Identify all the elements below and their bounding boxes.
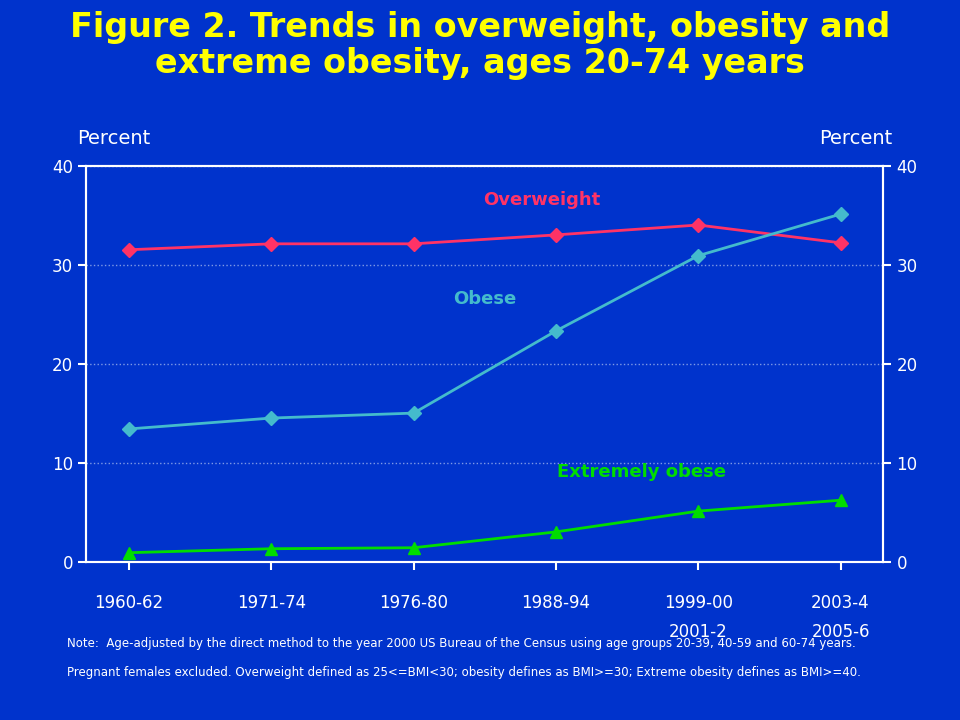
Text: 2003-4: 2003-4 [811,594,870,612]
Text: 1988-94: 1988-94 [521,594,590,612]
Text: 1976-80: 1976-80 [379,594,448,612]
Text: Overweight: Overweight [483,192,600,210]
Text: extreme obesity, ages 20-74 years: extreme obesity, ages 20-74 years [156,47,804,80]
Text: 1999-00: 1999-00 [663,594,732,612]
Text: Note:  Age-adjusted by the direct method to the year 2000 US Bureau of the Censu: Note: Age-adjusted by the direct method … [67,637,856,650]
Text: 2005-6: 2005-6 [811,623,870,641]
Text: Percent: Percent [77,129,150,148]
Text: 2001-2: 2001-2 [669,623,728,641]
Text: Extremely obese: Extremely obese [557,464,726,482]
Text: 1971-74: 1971-74 [237,594,306,612]
Text: Pregnant females excluded. Overweight defined as 25<=BMI<30; obesity defines as : Pregnant females excluded. Overweight de… [67,666,861,679]
Text: Obese: Obese [453,290,516,308]
Text: Percent: Percent [820,129,893,148]
Text: Figure 2. Trends in overweight, obesity and: Figure 2. Trends in overweight, obesity … [70,11,890,44]
Text: 1960-62: 1960-62 [94,594,163,612]
